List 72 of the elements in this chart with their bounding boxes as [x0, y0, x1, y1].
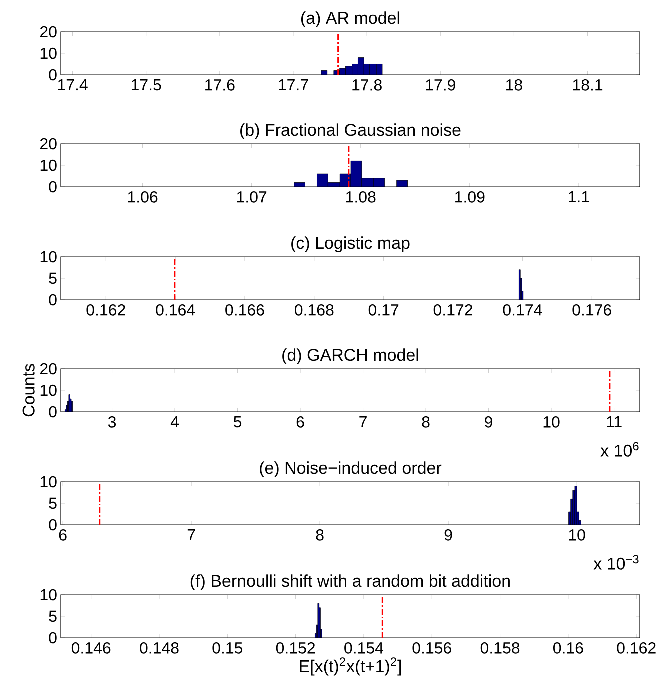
- x-tick-label: 0.168: [295, 304, 334, 316]
- x-tick-label: 0.162: [617, 642, 656, 654]
- y-tick-label: 0: [49, 632, 57, 644]
- y-tick-label: 20: [40, 363, 57, 375]
- y-tick-label: 10: [40, 384, 57, 396]
- y-tick-label: 10: [40, 251, 57, 263]
- x-tick-label: 1.07: [237, 192, 267, 203]
- x-tick-label: 1.06: [128, 192, 158, 203]
- text: x 10$^{−3}$: [594, 555, 639, 570]
- y-tick-label: 5: [49, 498, 57, 510]
- x-axis-title: E[x(t)$^{2}$x(t+1)$^{2}$]: [300, 658, 402, 676]
- y-tick-label: 10: [40, 476, 57, 488]
- x-tick-label: 1.1: [569, 192, 590, 203]
- x-tick-label: 17.8: [352, 80, 382, 91]
- x-tick-label: 17.5: [132, 80, 162, 91]
- x-tick-label: 17.7: [279, 80, 308, 91]
- x-tick-label: 0.146: [72, 642, 111, 654]
- x-tick-label: 10: [569, 530, 586, 541]
- x-tick-label: 0.156: [412, 642, 452, 654]
- x-tick-label: 1.09: [456, 192, 485, 203]
- y-tick-label: 0: [49, 294, 57, 306]
- x-tick-label: 0.154: [344, 642, 384, 654]
- x-tick-label: 6: [296, 416, 304, 428]
- x-tick-label: 0.166: [226, 304, 264, 316]
- x-tick-label: 4: [170, 416, 180, 428]
- chart-title: (d) GARCH model: [282, 348, 418, 364]
- x-tick-label: 3: [108, 416, 116, 428]
- x-tick-label: 0.176: [572, 304, 612, 316]
- y-tick-label: 5: [49, 272, 57, 284]
- x-tick-label: 17.4: [58, 80, 88, 91]
- x-tick-label: 0.172: [434, 304, 472, 316]
- y-tick-label: 10: [40, 160, 57, 172]
- x-tick-label: 0.162: [86, 304, 126, 316]
- x-tick-label: 17.6: [206, 80, 235, 91]
- x-tick-label: 6: [59, 530, 67, 541]
- x-tick-label: 8: [422, 416, 430, 428]
- x-tick-label: 0.17: [368, 304, 399, 316]
- x-tick-label: 5: [234, 416, 242, 428]
- text: x 10$^{6}$: [600, 442, 639, 457]
- chart-title: (b) Fractional Gaussian noise: [240, 124, 461, 140]
- x-tick-label: 0.152: [276, 642, 316, 654]
- y-tick-label: 10: [40, 589, 57, 601]
- y-tick-label: 20: [40, 138, 57, 150]
- chart-title: (c) Logistic map: [292, 236, 410, 252]
- x-tick-label: 0.148: [140, 642, 179, 654]
- x-tick-label: 8: [316, 530, 324, 541]
- chart-title: (e) Noise−induced order: [260, 462, 442, 478]
- chart-title: (f) Bernoulli shift with a random bit addition: [190, 574, 510, 590]
- y-axis-title: Counts: [22, 364, 35, 417]
- x-tick-label: 0.164: [156, 304, 196, 316]
- y-tick-label: 0: [49, 406, 57, 418]
- x-tick-label: 1.08: [346, 192, 376, 203]
- x-tick-label: 18: [506, 80, 522, 91]
- x-tick-label: 10: [544, 416, 560, 428]
- x-tick-label: 17.9: [426, 80, 456, 91]
- x-tick-label: 0.16: [553, 642, 584, 654]
- x-tick-label: 0.15: [212, 642, 243, 654]
- y-tick-label: 10: [40, 48, 57, 60]
- x-tick-label: 7: [188, 530, 196, 541]
- x-tick-label: 18.1: [573, 80, 603, 91]
- x-tick-label: 7: [360, 416, 367, 428]
- y-tick-label: 0: [49, 519, 57, 531]
- y-tick-label: 5: [49, 610, 57, 622]
- x-tick-label: 9: [485, 416, 492, 428]
- x-tick-label: 0.174: [503, 304, 542, 316]
- y-tick-label: 20: [40, 26, 57, 38]
- x-tick-label: 9: [444, 530, 452, 541]
- x-tick-label: 0.158: [480, 642, 520, 654]
- y-tick-label: 0: [49, 181, 57, 193]
- chart-title: (a) AR model: [301, 12, 400, 28]
- x-tick-label: 11: [607, 416, 622, 428]
- y-tick-label: 0: [49, 69, 57, 81]
